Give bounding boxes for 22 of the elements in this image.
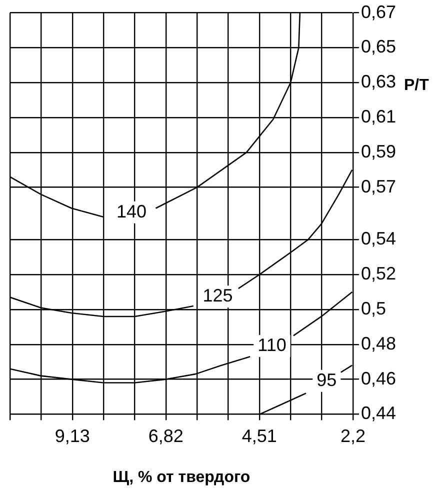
y-tick-label: 0,63 xyxy=(360,72,396,92)
series-label: 125 xyxy=(202,286,233,306)
y-tick-label: 0,57 xyxy=(360,176,396,196)
series-label: 110 xyxy=(258,335,286,356)
y-tick-label: 0,44 xyxy=(360,403,396,424)
x-tick-label: 2,2 xyxy=(340,426,366,446)
x-axis-title: Щ, % от твердого xyxy=(112,468,250,486)
y-tick-label: 0,5 xyxy=(360,298,386,318)
y-tick-label: 0,48 xyxy=(360,333,396,354)
x-tick-label: 9,13 xyxy=(54,426,90,446)
y-tick-label: 0,59 xyxy=(360,141,396,162)
y-tick-label: 0,46 xyxy=(360,368,396,388)
series-label: 140 xyxy=(116,201,146,222)
series-label: 95 xyxy=(316,370,337,390)
x-tick-label: 6,82 xyxy=(148,426,184,446)
y-tick-label: 0,65 xyxy=(360,36,396,57)
y-axis-title: P/T xyxy=(404,77,430,94)
x-tick-label: 4,51 xyxy=(242,426,277,446)
y-tick-label: 0,61 xyxy=(360,106,396,126)
y-tick-label: 0,54 xyxy=(360,228,396,249)
y-tick-label: 0,52 xyxy=(360,264,396,284)
y-tick-label: 0,67 xyxy=(360,2,396,22)
